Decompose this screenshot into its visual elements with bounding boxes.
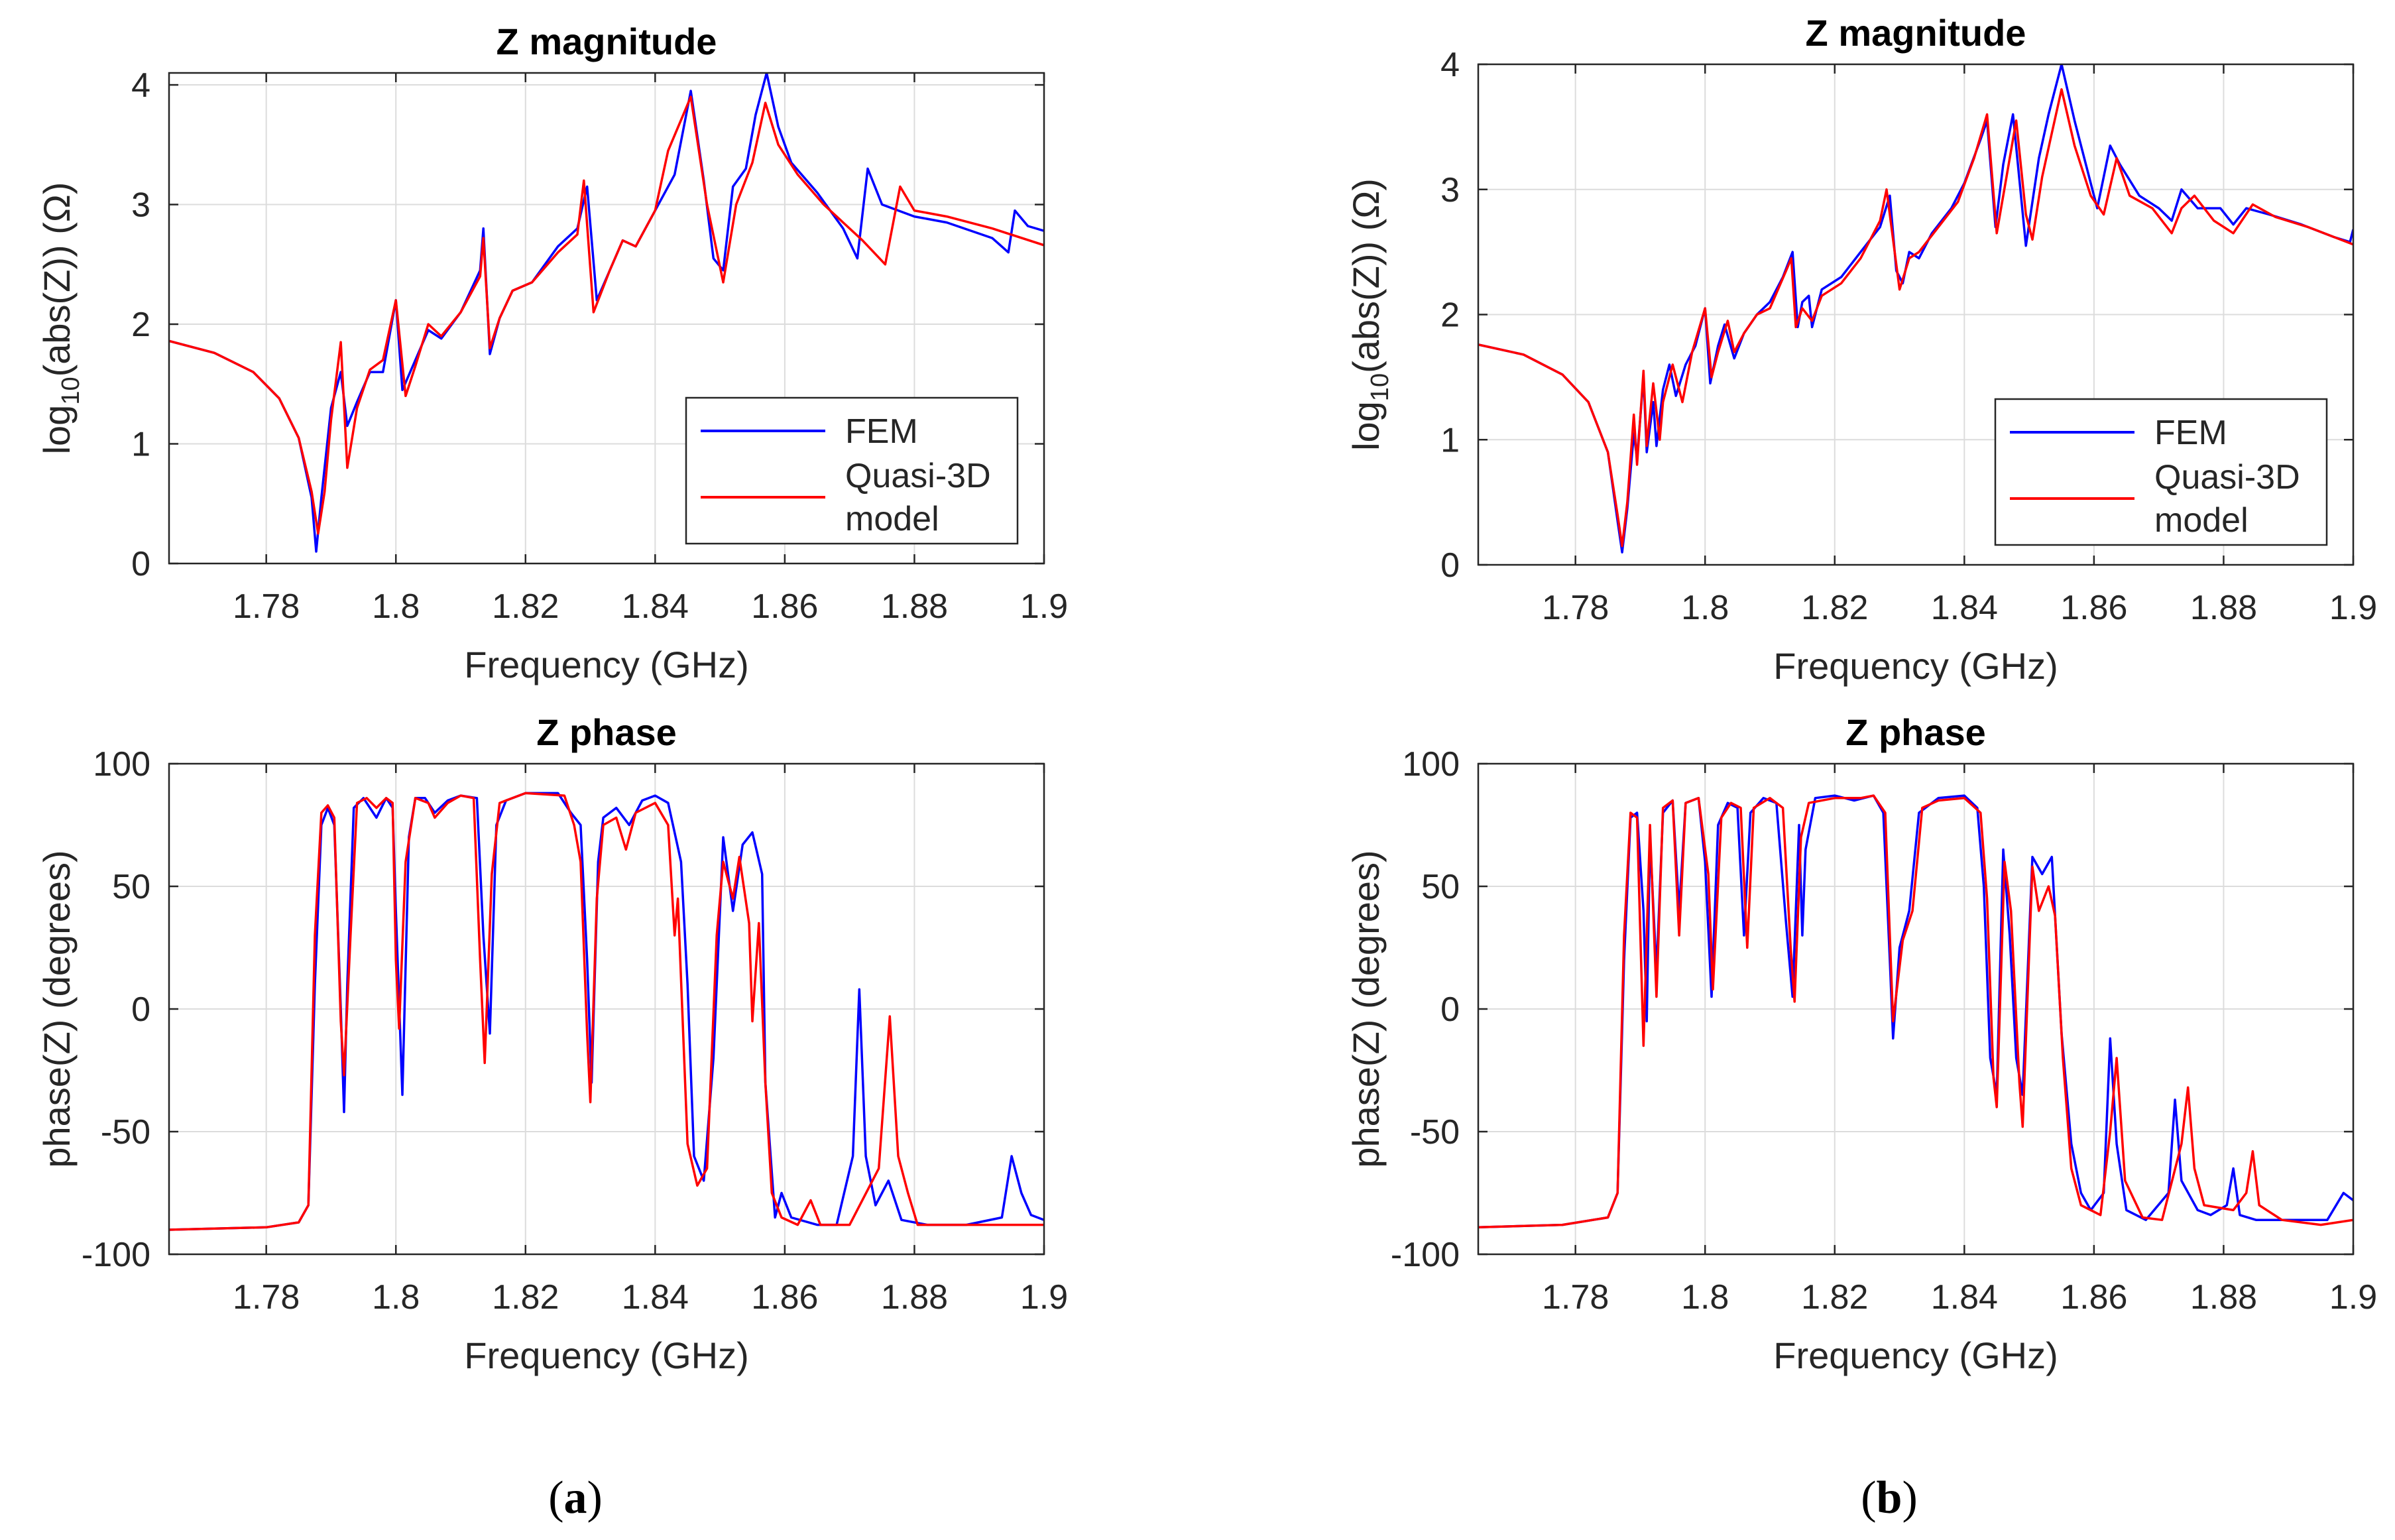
- a-phase-xtick-label: 1.84: [622, 1278, 689, 1317]
- a-phase-ytick-label: -100: [82, 1236, 150, 1274]
- a-phase-ylabel: phase(Z) (degrees): [36, 850, 78, 1167]
- b-magnitude-legend-fem-label: FEM: [2154, 414, 2227, 452]
- b-magnitude-xlabel: Frequency (GHz): [1773, 645, 2058, 687]
- b-magnitude-xtick-label: 1.9: [2329, 589, 2377, 627]
- a-magnitude-xtick-label: 1.8: [372, 587, 420, 626]
- b-phase-ytick-label: -50: [1410, 1113, 1460, 1152]
- a-magnitude-chart: 1.78 1.8 1.82 1.84 1.86 1.88 1.9 0 1 2 3 4 Z magnitu…: [36, 21, 1068, 685]
- a-magnitude-xtick-label: 1.78: [233, 587, 300, 626]
- a-magnitude-ytick-label: 3: [131, 186, 150, 225]
- a-phase-xtick-label: 1.86: [751, 1278, 818, 1317]
- b-phase-title: Z phase: [1845, 711, 1986, 753]
- b-phase-ytick-label: 0: [1440, 990, 1460, 1029]
- a-phase-ytick-label: -50: [101, 1113, 150, 1152]
- b-magnitude-series-quasi-3d-line: [1478, 88, 2353, 548]
- a-magnitude-title: Z magnitude: [497, 21, 717, 62]
- b-magnitude-legend: FEM Quasi-3D model: [1994, 398, 2328, 546]
- a-phase-title: Z phase: [536, 711, 677, 753]
- a-magnitude-legend-fem-label: FEM: [845, 412, 918, 451]
- a-phase-ytick-label: 100: [93, 745, 150, 784]
- b-phase-xtick-label: 1.8: [1681, 1278, 1729, 1317]
- b-magnitude-xtick-label: 1.84: [1931, 589, 1998, 627]
- b-magnitude-xtick-label: 1.88: [2190, 589, 2257, 627]
- a-magnitude-ylabel: log10(abs(Z)) (Ω): [36, 182, 85, 455]
- b-magnitude-legend-quasi-label-line1: Quasi-3D: [2154, 458, 2300, 497]
- a-phase-ytick-label: 50: [112, 868, 150, 906]
- a-phase-xlabel: Frequency (GHz): [464, 1334, 748, 1376]
- a-magnitude-xtick-label: 1.86: [751, 587, 818, 626]
- a-magnitude-ytick-label: 0: [131, 545, 150, 583]
- b-magnitude-ytick-label: 4: [1440, 46, 1460, 84]
- a-magnitude-ytick-label: 4: [131, 66, 150, 105]
- caption-a: (a): [548, 1472, 603, 1523]
- b-magnitude-legend-box: [1994, 398, 2328, 546]
- a-magnitude-axes-box: [168, 72, 1045, 565]
- b-phase-ylabel: phase(Z) (degrees): [1345, 850, 1387, 1167]
- a-magnitude-ylabel-part: 10: [57, 377, 85, 404]
- b-phase-ytick-label: -100: [1391, 1236, 1460, 1274]
- a-phase-ylabel-part: phase(Z) (degrees): [36, 850, 78, 1167]
- b-magnitude-legend-quasi-label-line2: model: [2154, 501, 2249, 540]
- a-magnitude-legend-quasi-label-line1: Quasi-3D: [845, 457, 991, 495]
- a-magnitude-xtick-label: 1.84: [622, 587, 689, 626]
- b-phase-xtick-label: 1.86: [2060, 1278, 2127, 1317]
- a-magnitude-series-quasi-3d-line: [169, 95, 1044, 535]
- a-magnitude-ytick-label: 1: [131, 426, 150, 464]
- b-phase-xtick-label: 1.88: [2190, 1278, 2257, 1317]
- b-phase-chart: 1.78 1.8 1.82 1.84 1.86 1.88 1.9 -100 -50 0 50 100 Z…: [1345, 711, 2377, 1376]
- b-phase-xtick-label: 1.82: [1801, 1278, 1868, 1317]
- b-magnitude-xtick-label: 1.8: [1681, 589, 1729, 627]
- b-phase-series-quasi-3d-line: [1478, 794, 2353, 1229]
- b-phase-xtick-label: 1.9: [2329, 1278, 2377, 1317]
- b-phase-ytick-label: 100: [1402, 745, 1460, 784]
- b-magnitude-xtick-label: 1.86: [2060, 589, 2127, 627]
- a-magnitude-legend-quasi-label-line2: model: [845, 500, 939, 538]
- caption-b: (b): [1861, 1472, 1918, 1523]
- b-magnitude-ytick-label: 0: [1440, 546, 1460, 585]
- a-magnitude-xtick-label: 1.9: [1020, 587, 1068, 626]
- b-magnitude-ylabel-part: log: [1345, 401, 1387, 451]
- a-phase-xtick-label: 1.8: [372, 1278, 420, 1317]
- b-magnitude-xtick-label: 1.78: [1542, 589, 1609, 627]
- b-magnitude-xtick-label: 1.82: [1801, 589, 1868, 627]
- a-magnitude-ylabel-part: log: [36, 405, 78, 455]
- a-phase-xtick-label: 1.78: [233, 1278, 300, 1317]
- b-magnitude-ylabel-part: (abs(Z)) (Ω): [1345, 178, 1387, 373]
- a-phase-xtick-label: 1.9: [1020, 1278, 1068, 1317]
- a-magnitude-xtick-label: 1.82: [492, 587, 559, 626]
- b-magnitude-ylabel-part: 10: [1366, 373, 1394, 401]
- b-magnitude-ylabel: log10(abs(Z)) (Ω): [1345, 178, 1394, 451]
- b-phase-xtick-label: 1.84: [1931, 1278, 1998, 1317]
- b-magnitude-chart: 1.78 1.8 1.82 1.84 1.86 1.88 1.9 0 1 2 3 4 Z magnitu…: [1345, 12, 2377, 687]
- a-magnitude-ytick-label: 2: [131, 306, 150, 344]
- b-phase-ylabel-part: phase(Z) (degrees): [1345, 850, 1387, 1167]
- a-magnitude-xlabel: Frequency (GHz): [464, 644, 748, 685]
- b-magnitude-ytick-label: 1: [1440, 421, 1460, 459]
- b-magnitude-title: Z magnitude: [1806, 12, 2026, 54]
- b-phase-xtick-label: 1.78: [1542, 1278, 1609, 1317]
- a-phase-xtick-label: 1.82: [492, 1278, 559, 1317]
- b-phase-ytick-label: 50: [1421, 868, 1460, 906]
- a-magnitude-legend-box: [685, 396, 1019, 545]
- a-phase-chart: 1.78 1.8 1.82 1.84 1.86 1.88 1.9 -100 -50 0 50 100 Z…: [36, 711, 1068, 1376]
- b-magnitude-ytick-label: 2: [1440, 296, 1460, 335]
- a-phase-series-quasi-3d-line: [169, 792, 1044, 1231]
- b-phase-xlabel: Frequency (GHz): [1773, 1334, 2058, 1376]
- b-magnitude-ytick-label: 3: [1440, 171, 1460, 209]
- a-phase-xtick-label: 1.88: [881, 1278, 948, 1317]
- a-magnitude-legend: FEM Quasi-3D model: [685, 396, 1019, 545]
- a-magnitude-ylabel-part: (abs(Z)) (Ω): [36, 182, 78, 377]
- a-phase-ytick-label: 0: [131, 990, 150, 1029]
- a-magnitude-xtick-label: 1.88: [881, 587, 948, 626]
